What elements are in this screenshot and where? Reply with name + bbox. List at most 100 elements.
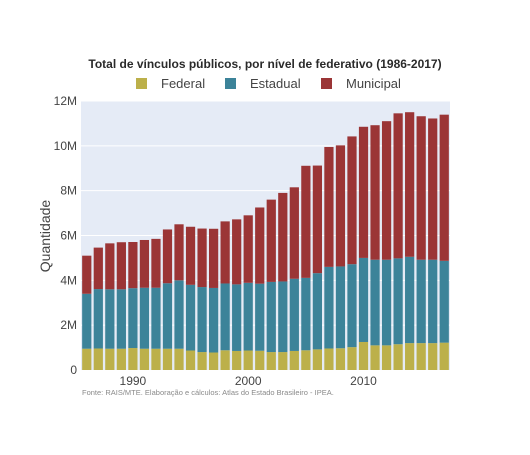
bar-federal-2017[interactable]	[439, 342, 449, 370]
bar-estadual-2015[interactable]	[416, 259, 426, 344]
legend-item-federal[interactable]: Federal	[136, 76, 205, 91]
legend-item-estadual[interactable]: Estadual	[225, 76, 301, 91]
bar-municipal-1999[interactable]	[232, 219, 242, 285]
bar-municipal-2000[interactable]	[243, 215, 253, 283]
legend[interactable]: Federal Estadual Municipal	[136, 76, 401, 91]
bar-municipal-1991[interactable]	[139, 239, 150, 288]
bar-municipal-2004[interactable]	[289, 187, 299, 279]
bar-estadual-1992[interactable]	[151, 287, 161, 349]
bar-federal-1996[interactable]	[197, 352, 207, 370]
bar-federal-1999[interactable]	[232, 350, 242, 370]
bar-federal-2002[interactable]	[266, 352, 276, 370]
bar-estadual-1994[interactable]	[174, 280, 184, 349]
bar-estadual-2008[interactable]	[335, 266, 346, 349]
bar-estadual-2002[interactable]	[266, 281, 276, 353]
bar-federal-2000[interactable]	[243, 350, 253, 370]
bar-estadual-1989[interactable]	[116, 289, 126, 349]
bar-municipal-1987[interactable]	[93, 247, 103, 290]
bar-federal-1989[interactable]	[116, 348, 126, 370]
bar-municipal-1990[interactable]	[128, 242, 138, 289]
bar-municipal-2014[interactable]	[405, 112, 415, 257]
bar-estadual-2012[interactable]	[381, 259, 392, 346]
bar-municipal-1986[interactable]	[82, 255, 92, 294]
bar-estadual-1997[interactable]	[208, 287, 219, 353]
bar-federal-1992[interactable]	[151, 348, 161, 370]
bar-municipal-2016[interactable]	[428, 118, 438, 260]
bar-municipal-2017[interactable]	[439, 114, 449, 261]
bar-municipal-1988[interactable]	[105, 243, 115, 290]
bar-federal-1986[interactable]	[82, 348, 92, 370]
bar-federal-1997[interactable]	[208, 352, 219, 370]
bar-estadual-2007[interactable]	[324, 266, 334, 349]
bar-federal-2001[interactable]	[255, 350, 265, 370]
bar-federal-1991[interactable]	[139, 348, 150, 370]
bar-estadual-1987[interactable]	[93, 289, 103, 349]
bar-federal-2014[interactable]	[405, 343, 415, 370]
bar-federal-2004[interactable]	[289, 350, 299, 370]
bar-federal-1987[interactable]	[93, 348, 103, 370]
bar-municipal-2009[interactable]	[347, 136, 357, 265]
bar-federal-2012[interactable]	[381, 345, 392, 370]
bar-estadual-2003[interactable]	[278, 281, 288, 353]
bar-municipal-2007[interactable]	[324, 146, 334, 267]
bar-municipal-1989[interactable]	[116, 242, 126, 290]
bar-estadual-1995[interactable]	[185, 284, 196, 351]
bar-federal-2003[interactable]	[278, 352, 288, 370]
bar-estadual-2016[interactable]	[428, 259, 438, 344]
bar-estadual-1991[interactable]	[139, 287, 150, 349]
bar-estadual-1986[interactable]	[82, 293, 92, 349]
bar-municipal-2011[interactable]	[370, 125, 380, 260]
bar-estadual-1999[interactable]	[232, 284, 242, 351]
bar-federal-1998[interactable]	[220, 350, 230, 370]
bars[interactable]	[82, 112, 449, 370]
bar-federal-2011[interactable]	[370, 345, 380, 370]
bar-municipal-2001[interactable]	[255, 207, 265, 284]
bar-municipal-1995[interactable]	[185, 226, 196, 285]
bar-federal-2015[interactable]	[416, 343, 426, 370]
bar-estadual-2006[interactable]	[312, 273, 323, 350]
bar-estadual-2001[interactable]	[255, 283, 265, 351]
bar-municipal-1993[interactable]	[162, 229, 173, 284]
bar-federal-2005[interactable]	[301, 350, 311, 370]
bar-estadual-1990[interactable]	[128, 288, 138, 349]
bar-estadual-1993[interactable]	[162, 283, 173, 349]
bar-municipal-2005[interactable]	[301, 165, 311, 278]
bar-estadual-2013[interactable]	[393, 258, 403, 345]
bar-federal-1995[interactable]	[185, 350, 196, 370]
bar-municipal-1998[interactable]	[220, 221, 230, 284]
bar-municipal-1994[interactable]	[174, 224, 184, 281]
bar-municipal-2012[interactable]	[381, 121, 392, 260]
bar-estadual-1998[interactable]	[220, 283, 230, 351]
bar-estadual-2017[interactable]	[439, 260, 449, 343]
bar-estadual-1988[interactable]	[105, 289, 115, 349]
bar-federal-2010[interactable]	[358, 341, 369, 370]
bar-municipal-2003[interactable]	[278, 192, 288, 282]
bar-municipal-1992[interactable]	[151, 238, 161, 288]
bar-estadual-2005[interactable]	[301, 277, 311, 351]
bar-federal-1988[interactable]	[105, 348, 115, 370]
bar-estadual-2014[interactable]	[405, 256, 415, 344]
legend-item-municipal[interactable]: Municipal	[321, 76, 401, 91]
bar-municipal-2010[interactable]	[358, 126, 369, 258]
bar-municipal-1997[interactable]	[208, 228, 219, 288]
bar-estadual-2010[interactable]	[358, 257, 369, 342]
bar-municipal-2008[interactable]	[335, 145, 346, 267]
bar-federal-2009[interactable]	[347, 347, 357, 370]
bar-federal-1993[interactable]	[162, 348, 173, 370]
bar-federal-2008[interactable]	[335, 348, 346, 370]
bar-municipal-1996[interactable]	[197, 228, 207, 288]
bar-municipal-2002[interactable]	[266, 199, 276, 282]
bar-estadual-1996[interactable]	[197, 287, 207, 353]
bar-federal-2016[interactable]	[428, 343, 438, 370]
bar-federal-2006[interactable]	[312, 349, 323, 370]
bar-municipal-2013[interactable]	[393, 113, 403, 259]
bar-estadual-2009[interactable]	[347, 264, 357, 348]
bar-federal-2013[interactable]	[393, 344, 403, 370]
bar-estadual-2000[interactable]	[243, 282, 253, 351]
bar-estadual-2004[interactable]	[289, 278, 299, 351]
bar-federal-1990[interactable]	[128, 348, 138, 370]
bar-municipal-2015[interactable]	[416, 116, 426, 260]
bar-municipal-2006[interactable]	[312, 165, 323, 274]
bar-federal-2007[interactable]	[324, 348, 334, 370]
bar-estadual-2011[interactable]	[370, 259, 380, 346]
